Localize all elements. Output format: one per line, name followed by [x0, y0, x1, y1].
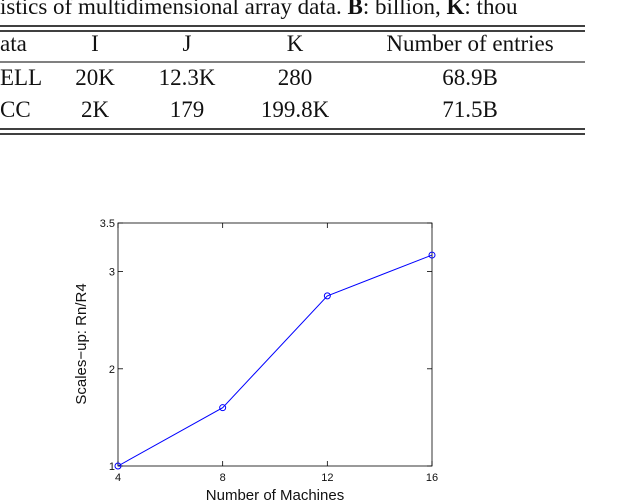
- table-cell: 20K: [75, 65, 115, 90]
- table-header-cell: I: [91, 31, 99, 56]
- table-cell: ELL: [0, 65, 42, 90]
- y-axis-label: Scales−up: Rn/R4: [73, 283, 90, 404]
- table-cell: 199.8K: [261, 97, 330, 122]
- table-cell: 71.5B: [442, 97, 498, 122]
- y-tick-label: 1: [109, 461, 115, 473]
- y-tick-label: 3: [109, 267, 115, 279]
- table-header-cell: Number of entries: [386, 31, 553, 56]
- data-marker: [323, 292, 331, 300]
- table-cell: 280: [278, 65, 313, 90]
- y-tick-label: 2: [109, 364, 115, 376]
- data-marker: [219, 404, 227, 412]
- table-header-cell: ata: [0, 31, 27, 56]
- caption-segment: B: [347, 0, 362, 19]
- plot-frame: [117, 222, 433, 467]
- x-tick-label: 12: [321, 472, 333, 484]
- caption-segment: K: [447, 0, 465, 19]
- x-tick-label: 4: [115, 472, 121, 484]
- table-cell: 68.9B: [442, 65, 498, 90]
- data-marker: [114, 462, 122, 470]
- table-cell: 2K: [81, 97, 110, 122]
- caption-segment: : thou: [464, 0, 518, 19]
- table-caption: istics of multidimensional array data. B…: [0, 0, 518, 19]
- caption-segment: istics of multidimensional array data.: [0, 0, 347, 19]
- table-cell: 179: [170, 97, 205, 122]
- table-cell: 12.3K: [159, 65, 216, 90]
- table-header-cell: J: [183, 31, 192, 56]
- y-tick-label: 3.5: [100, 218, 115, 230]
- data-marker: [428, 251, 436, 259]
- table-header-cell: K: [287, 31, 304, 56]
- table-cell: CC: [0, 97, 31, 122]
- x-tick-label: 16: [426, 472, 438, 484]
- caption-segment: : billion,: [363, 0, 447, 19]
- x-axis-label: Number of Machines: [206, 487, 344, 502]
- data-line: [117, 254, 433, 467]
- x-tick-label: 8: [220, 472, 226, 484]
